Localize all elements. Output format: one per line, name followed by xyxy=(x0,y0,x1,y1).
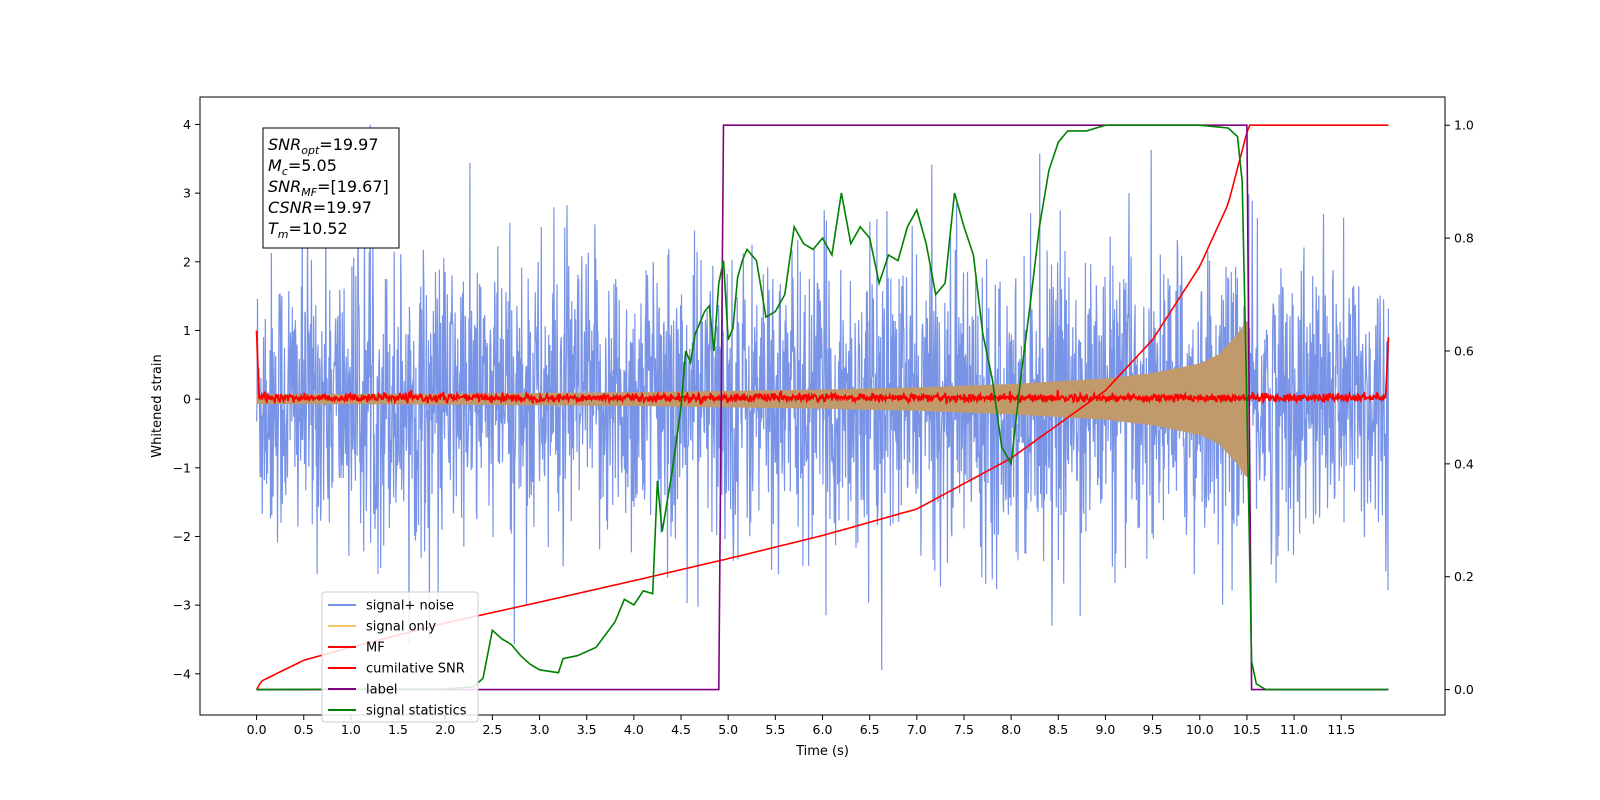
x-tick-label: 10.0 xyxy=(1186,722,1214,737)
x-tick-label: 0.0 xyxy=(247,722,267,737)
info-line: SNRMF=[19.67] xyxy=(268,177,389,199)
y-tick-label: 1 xyxy=(183,323,191,338)
y-axis-title: Whitened strain xyxy=(150,354,165,457)
x-tick-label: 5.0 xyxy=(718,722,738,737)
info-line: Mc=5.05 xyxy=(268,156,337,178)
x-tick-label: 2.5 xyxy=(482,722,502,737)
info-box: SNRopt=19.97Mc=5.05SNRMF=[19.67]CSNR=19.… xyxy=(262,127,400,249)
legend: signal+ noise signal only MF cumilative SNR… xyxy=(321,591,479,723)
y-tick-label: −3 xyxy=(173,598,191,613)
x-tick-label: 8.5 xyxy=(1048,722,1068,737)
x-tick-label: 7.5 xyxy=(954,722,974,737)
info-line: Tm=10.52 xyxy=(268,219,348,241)
y2-tick-label: 0.8 xyxy=(1454,231,1474,246)
x-axis-title: Time (s) xyxy=(795,744,849,759)
y-tick-label: 3 xyxy=(183,186,191,201)
info-box-frame xyxy=(262,127,400,249)
info-line: SNRopt=19.97 xyxy=(268,135,379,157)
y2-tick-label: 0.6 xyxy=(1454,343,1474,358)
y-tick-label: −1 xyxy=(173,460,191,475)
y2-tick-label: 1.0 xyxy=(1454,118,1474,133)
legend-label: cumilative SNR xyxy=(366,662,465,677)
x-tick-label: 9.5 xyxy=(1143,722,1163,737)
x-tick-label: 9.0 xyxy=(1096,722,1116,737)
series-line-mf xyxy=(255,330,1390,405)
x-tick-label: 10.5 xyxy=(1233,722,1261,737)
x-tick-label: 5.5 xyxy=(765,722,785,737)
legend-frame xyxy=(321,591,479,723)
y-tick-label: 2 xyxy=(183,254,191,269)
y-tick-label: −2 xyxy=(173,529,191,544)
x-tick-label: 4.0 xyxy=(624,722,644,737)
x-tick-label: 4.5 xyxy=(671,722,691,737)
y-tick-label: 4 xyxy=(183,117,191,132)
x-tick-label: 3.5 xyxy=(577,722,597,737)
x-tick-label: 8.0 xyxy=(1001,722,1021,737)
y2-tick-label: 0.0 xyxy=(1454,682,1474,697)
x-tick-label: 3.0 xyxy=(530,722,550,737)
legend-label: signal statistics xyxy=(366,704,467,719)
legend-label: MF xyxy=(366,641,385,656)
x-tick-label: 11.0 xyxy=(1280,722,1308,737)
y2-tick-label: 0.4 xyxy=(1454,456,1474,471)
x-tick-label: 6.5 xyxy=(860,722,880,737)
legend-label: signal only xyxy=(366,620,436,635)
x-tick-label: 1.0 xyxy=(341,722,361,737)
y-tick-label: 0 xyxy=(183,392,191,407)
x-tick-label: 7.0 xyxy=(907,722,927,737)
legend-label: label xyxy=(366,683,397,698)
x-tick-label: 11.5 xyxy=(1327,722,1355,737)
y2-tick-label: 0.2 xyxy=(1454,569,1474,584)
series-line-signal-statistics xyxy=(256,124,1389,691)
legend-label: signal+ noise xyxy=(366,599,454,614)
x-tick-label: 1.5 xyxy=(388,722,408,737)
y-tick-label: −4 xyxy=(173,666,191,681)
info-line: CSNR=19.97 xyxy=(268,198,372,217)
x-tick-label: 0.5 xyxy=(294,722,314,737)
x-tick-label: 6.0 xyxy=(813,722,833,737)
x-tick-label: 2.0 xyxy=(435,722,455,737)
